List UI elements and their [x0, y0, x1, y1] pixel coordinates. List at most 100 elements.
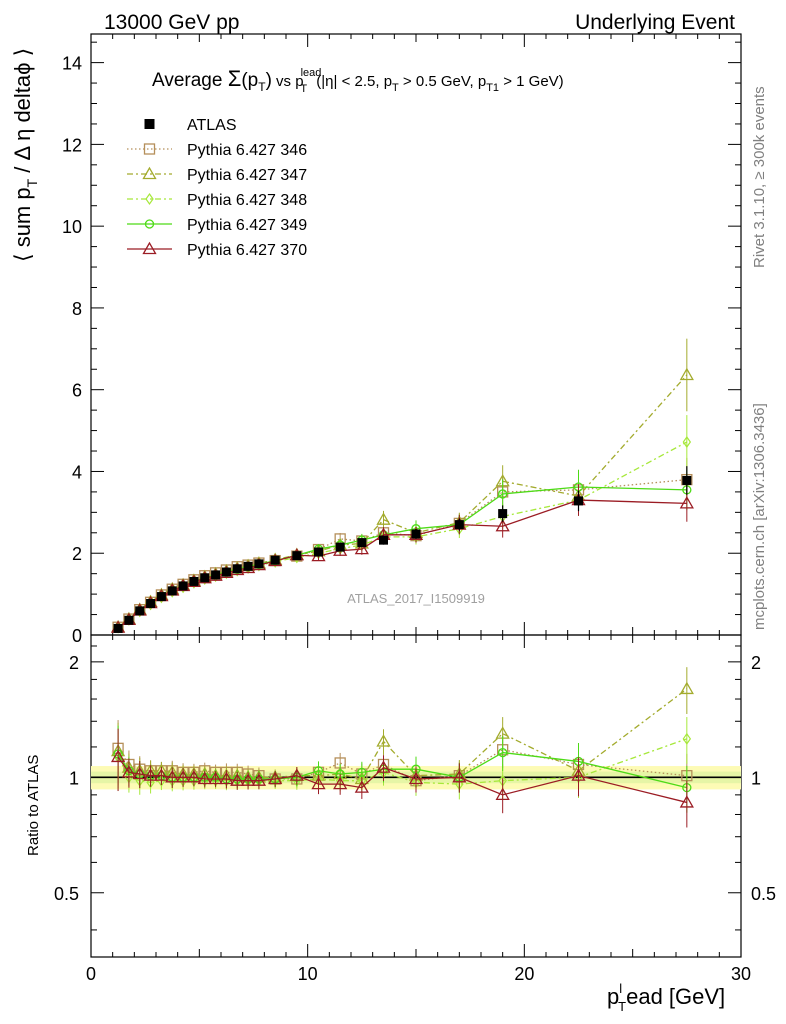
marker-open-triangle — [679, 795, 694, 808]
marker-open-triangle — [154, 768, 169, 781]
ratio-series — [110, 667, 694, 828]
marker-open-circle — [498, 489, 508, 499]
marker-open-triangle — [230, 773, 245, 786]
y-tick-label-ratio: 2 — [69, 653, 79, 673]
marker-square — [335, 542, 345, 552]
marker-open-triangle — [175, 770, 191, 783]
marker-open-triangle — [408, 771, 424, 785]
y-tick-label-main: 14 — [62, 54, 82, 74]
rivet-label: Rivet 3.1.10, ≥ 300k events — [751, 86, 768, 268]
marker-open-square — [143, 143, 156, 155]
marker-open-triangle — [251, 773, 267, 786]
marker-open-triangle — [354, 780, 369, 793]
marker-square — [574, 496, 583, 506]
marker-open-diamond — [682, 435, 692, 449]
marker-open-triangle — [143, 768, 158, 781]
analysis-watermark: ATLAS_2017_I1509919 — [347, 591, 485, 606]
series-main-5 — [110, 484, 694, 633]
marker-open-diamond — [145, 192, 154, 206]
marker-square — [498, 509, 508, 519]
marker-square — [682, 475, 692, 485]
marker-square — [135, 606, 145, 616]
marker-open-triangle — [571, 768, 586, 781]
axis-ticks — [90, 34, 742, 957]
marker-square — [232, 564, 242, 574]
marker-open-triangle — [219, 771, 234, 785]
legend-item: Pythia 6.427 349 — [127, 217, 307, 234]
marker-open-triangle — [240, 773, 256, 786]
marker-open-triangle — [121, 765, 137, 778]
y-tick-label-main: 12 — [62, 135, 82, 155]
x-tick-label: 0 — [86, 964, 96, 984]
legend-item: Pythia 6.427 348 — [127, 192, 307, 209]
marker-open-triangle — [110, 749, 126, 763]
marker-square — [113, 623, 123, 633]
marker-open-circle — [498, 747, 508, 758]
y-tick-label-main: 0 — [72, 626, 82, 646]
marker-open-triangle — [376, 512, 391, 525]
marker-open-triangle — [495, 787, 510, 801]
marker-open-triangle — [376, 760, 391, 773]
x-tick-label: 30 — [731, 964, 751, 984]
header-right: Underlying Event — [575, 11, 735, 34]
legend-label: Pythia 6.427 346 — [187, 142, 307, 159]
header-left: 13000 GeV pp — [104, 11, 239, 34]
y-axis-label-main: ⟨ sum pT / Δ η deltaϕ ⟩ — [10, 48, 40, 262]
series-main-4 — [113, 469, 692, 633]
series-main-atlas — [113, 466, 692, 633]
legend-label: Pythia 6.427 370 — [187, 242, 307, 259]
marker-square — [124, 615, 134, 625]
marker-square — [379, 535, 388, 545]
legend-item: ATLAS — [144, 117, 237, 134]
marker-open-triangle — [132, 766, 147, 780]
y-tick-label-ratio-right: 1 — [751, 768, 761, 788]
y-tick-label-main: 8 — [72, 299, 82, 319]
marker-square — [167, 586, 177, 596]
marker-square — [411, 529, 421, 539]
marker-open-triangle — [165, 770, 180, 783]
marker-square — [144, 119, 155, 129]
y-tick-label-main: 4 — [72, 462, 82, 482]
marker-open-triangle — [186, 770, 202, 783]
x-tick-label: 20 — [514, 964, 534, 984]
legend-item: Pythia 6.427 346 — [127, 142, 307, 159]
legend: ATLAS Pythia 6.427 346 Pythia 6.427 347 Pyt… — [127, 117, 307, 259]
marker-square — [156, 592, 166, 602]
y-tick-label-ratio: 0.5 — [54, 884, 79, 904]
legend-label: Pythia 6.427 348 — [187, 192, 307, 209]
marker-square — [211, 570, 221, 580]
marker-square — [189, 576, 199, 586]
marker-open-triangle — [333, 776, 348, 790]
legend-item: Pythia 6.427 347 — [127, 166, 307, 184]
y-tick-label-main: 10 — [62, 217, 82, 237]
marker-open-triangle — [495, 518, 510, 532]
marker-open-circle — [144, 219, 155, 229]
marker-open-circle — [357, 767, 367, 778]
legend-label: Pythia 6.427 349 — [187, 217, 307, 234]
y-tick-label-main: 6 — [72, 381, 82, 401]
ratio-panel-frame — [90, 634, 742, 958]
marker-square — [357, 538, 367, 548]
legend-item: Pythia 6.427 370 — [127, 241, 307, 259]
marker-square — [178, 581, 188, 591]
marker-open-triangle — [142, 241, 157, 255]
x-axis-label: pl Tead [GeV] — [607, 981, 725, 1014]
legend-label: ATLAS — [187, 117, 237, 134]
marker-open-diamond — [682, 732, 692, 745]
x-tick-label: 10 — [298, 964, 318, 984]
marker-open-triangle — [311, 776, 326, 790]
marker-open-triangle — [197, 771, 212, 785]
marker-square — [243, 561, 253, 571]
y-tick-label-ratio-right: 2 — [751, 653, 761, 673]
main-series — [110, 338, 694, 634]
marker-square — [200, 573, 210, 583]
mcplots-label: mcplots.cern.ch [arXiv:1306.3436] — [751, 403, 768, 630]
marker-open-triangle — [208, 771, 223, 785]
series-line — [117, 486, 687, 629]
series-main-1 — [112, 457, 693, 633]
marker-open-triangle — [376, 734, 391, 747]
y-tick-label-ratio: 1 — [69, 768, 79, 788]
marker-square — [221, 567, 231, 577]
marker-open-triangle — [268, 771, 283, 785]
